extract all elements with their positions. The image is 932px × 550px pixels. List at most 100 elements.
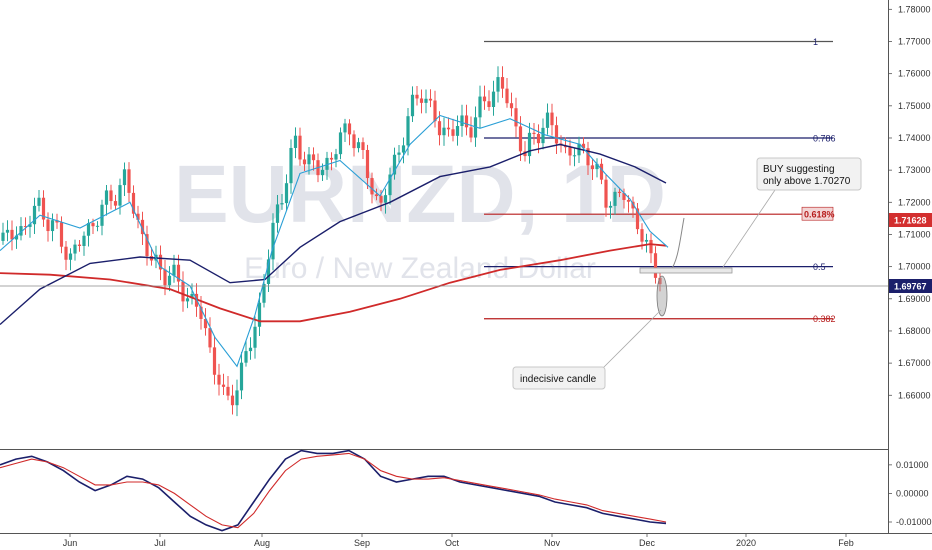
price-tick-label: 1.73000: [898, 165, 931, 175]
buy-level-box: [639, 267, 733, 274]
candle-body: [509, 103, 514, 109]
candle-body: [388, 174, 392, 196]
fib-level-label: 0.786: [813, 133, 836, 143]
candle-body: [325, 157, 329, 170]
time-axis[interactable]: Jun Jul Aug Sep Oct Nov Dec 2020 Feb: [63, 533, 854, 548]
candle-body: [23, 226, 28, 228]
buy-annotation[interactable]: BUY suggesting only above 1.70270: [639, 157, 862, 274]
candle-body: [109, 190, 113, 202]
candle-body: [302, 159, 307, 165]
indecisive-candle-annotation[interactable]: indecisive candle: [512, 275, 668, 390]
oscillator-lines: [0, 449, 667, 532]
candle-body: [284, 183, 289, 204]
candle-body: [59, 222, 64, 247]
candle-body: [37, 197, 41, 206]
candle-body: [271, 222, 275, 260]
price-tick-label: 1.67000: [898, 358, 931, 368]
candle-body: [613, 191, 617, 206]
candle-body: [568, 147, 572, 156]
moving-average-medium: [0, 143, 667, 326]
candle-body: [451, 129, 455, 136]
price-tick-label: 1.78000: [898, 4, 931, 14]
time-tick-label: Oct: [445, 538, 460, 548]
candle-body: [572, 155, 577, 157]
buy-annotation-bubble: [756, 157, 862, 191]
candlestick-series: [1, 66, 662, 417]
candle-body: [415, 94, 419, 99]
fib-level-label: 0.5: [813, 262, 826, 272]
buy-annotation-line-1: BUY suggesting: [763, 164, 835, 175]
candle-body: [14, 235, 19, 240]
candle-body: [401, 145, 406, 153]
time-tick-label: Aug: [254, 538, 270, 548]
indecisive-candle-pointer: [599, 309, 662, 372]
price-tick-label: 1.75000: [898, 101, 931, 111]
candle-body: [626, 199, 631, 202]
candle-body: [464, 115, 469, 128]
candle-body: [473, 117, 478, 138]
candle-body: [172, 264, 176, 276]
candle-body: [298, 135, 302, 160]
candle-body: [289, 147, 293, 184]
candle-body: [356, 142, 361, 149]
fib-price-tag-text: 1.71628: [894, 216, 927, 226]
candle-body: [482, 96, 487, 102]
candle-body: [127, 169, 131, 193]
candle-body: [248, 347, 253, 352]
candle-body: [604, 179, 608, 208]
candle-body: [244, 351, 248, 363]
candle-body: [419, 98, 424, 103]
candle-body: [343, 123, 347, 133]
candle-body: [410, 94, 415, 117]
candle-body: [226, 386, 230, 396]
candle-body: [275, 204, 280, 223]
candle-body: [19, 226, 23, 236]
fib-price-tag: 1.71628: [889, 213, 932, 227]
candle-body: [581, 143, 586, 149]
candle-body: [649, 239, 653, 254]
price-axis[interactable]: 1.78000 1.77000 1.76000 1.75000 1.74000 1.730…: [888, 4, 931, 400]
candle-body: [491, 91, 496, 107]
candle-body: [428, 98, 433, 101]
candle-body: [514, 108, 518, 127]
oscillator-signal-line: [0, 452, 667, 529]
candle-body: [374, 194, 379, 197]
fib-label-highlight: [801, 206, 834, 221]
candle-body: [212, 347, 217, 375]
price-tick-label: 1.70000: [898, 262, 931, 272]
candle-body: [608, 205, 613, 208]
candle-body: [95, 225, 100, 227]
candle-body: [46, 219, 50, 232]
candle-body: [266, 259, 271, 284]
candle-body: [293, 135, 298, 148]
candle-body: [221, 384, 226, 387]
candle-body: [118, 185, 122, 206]
candle-body: [257, 302, 262, 327]
candle-body: [554, 125, 559, 144]
candle-body: [640, 229, 644, 242]
watermark-instrument-name: Euro / New Zealand Dollar: [244, 252, 596, 285]
current-price-tag-box: [889, 279, 932, 293]
fib-level-label: 0.618%: [804, 210, 835, 220]
candle-body: [91, 223, 95, 227]
candle-body: [397, 152, 401, 155]
oscillator-tick-label: 0.01000: [896, 460, 929, 470]
indecisive-candle-highlight: [656, 275, 668, 317]
candle-body: [586, 148, 590, 166]
candle-body: [167, 275, 172, 286]
candle-body: [68, 253, 73, 260]
candle-body: [338, 132, 343, 155]
time-tick-label: Jun: [63, 538, 78, 548]
candle-body: [532, 132, 536, 134]
candle-body: [140, 219, 145, 235]
candle-body: [158, 254, 163, 270]
oscillator-axis[interactable]: 0.01000 0.00000 -0.01000: [888, 460, 932, 527]
time-tick-label: Dec: [639, 538, 656, 548]
candle-body: [10, 229, 14, 240]
candle-body: [455, 126, 460, 136]
candle-body: [523, 151, 527, 157]
candle-body: [136, 213, 140, 220]
candle-body: [203, 318, 208, 329]
price-tick-label: 1.68000: [898, 326, 931, 336]
